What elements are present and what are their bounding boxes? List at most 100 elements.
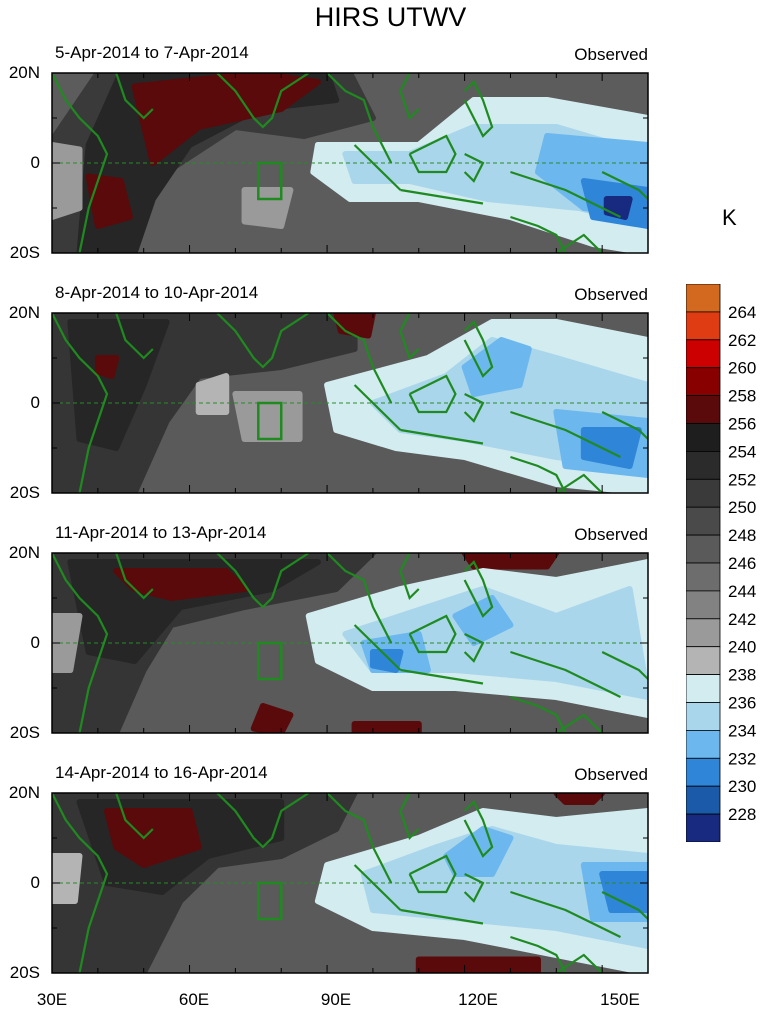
coastline <box>408 374 457 414</box>
utwv-contour-fill <box>461 553 560 570</box>
coastline <box>463 633 485 663</box>
colorbar-label: 254 <box>728 442 756 461</box>
lon-label-90e: 90E <box>320 990 352 1009</box>
coastline <box>326 73 393 164</box>
colorbar-swatch <box>686 562 721 592</box>
colorbar-label: 250 <box>728 498 756 517</box>
coastline <box>52 793 109 973</box>
utwv-contour-fill <box>250 703 294 733</box>
coastline <box>400 668 484 685</box>
utwv-contour-fill <box>232 391 303 442</box>
colorbar-label: 258 <box>728 387 756 406</box>
coastline <box>216 313 310 369</box>
colorbar: 264 262 260 258 256 254 252 250 248 246 244 242 240 2… <box>686 284 756 842</box>
lat-label-eq: 0 <box>30 633 40 652</box>
panel-observed-label: Observed <box>574 765 648 784</box>
colorbar-swatch <box>686 702 721 731</box>
coastline <box>510 170 621 218</box>
coastline <box>555 713 603 733</box>
coastline <box>326 313 393 404</box>
coastline <box>601 651 648 680</box>
utwv-contour-fill <box>52 853 83 904</box>
colorbar-label: 252 <box>728 470 756 489</box>
colorbar-swatch <box>686 590 721 620</box>
colorbar-swatch <box>686 646 721 676</box>
colorbar-unit: K <box>722 205 737 230</box>
lat-label-20s: 20S <box>9 963 40 982</box>
utwv-contour-fill <box>369 649 404 673</box>
colorbar-label: 256 <box>728 415 756 434</box>
colorbar-swatch <box>686 618 721 648</box>
coastline <box>399 553 420 601</box>
colorbar-label: 236 <box>728 694 756 713</box>
lat-label-20s: 20S <box>9 243 40 262</box>
utwv-contour-fill <box>415 956 541 973</box>
utwv-contour-fill <box>94 355 120 379</box>
utwv-contour-fill <box>452 595 514 646</box>
coastline <box>510 650 621 698</box>
panel-observed-label: Observed <box>574 45 648 64</box>
coastline <box>601 171 648 200</box>
region-box <box>257 881 283 921</box>
utwv-contour-fill <box>52 613 83 673</box>
colorbar-swatch <box>686 284 721 313</box>
lat-label-20n: 20N <box>8 783 40 802</box>
coastline <box>353 624 402 671</box>
utwv-contour-fill <box>351 721 422 733</box>
coastline <box>216 73 310 129</box>
coastline <box>463 800 494 858</box>
coastline <box>510 410 621 458</box>
colorbar-swatch <box>686 674 721 703</box>
coastline <box>601 891 648 920</box>
utwv-contour-fill <box>85 173 133 229</box>
colorbar-label: 262 <box>728 331 756 350</box>
region-box <box>257 401 283 441</box>
coastline <box>463 560 494 618</box>
coastline <box>408 134 457 174</box>
utwv-contour-fill <box>580 427 642 469</box>
colorbar-label: 232 <box>728 749 756 768</box>
coastline <box>510 890 621 938</box>
coastline <box>326 793 393 884</box>
utwv-contour-fill <box>553 793 606 805</box>
coastline <box>408 854 457 894</box>
coastline <box>52 553 109 733</box>
lon-label-60e: 60E <box>178 990 210 1009</box>
colorbar-label: 260 <box>728 359 756 378</box>
coastline <box>115 553 154 600</box>
colorbar-swatch <box>686 395 721 424</box>
utwv-contour-fill <box>195 373 230 415</box>
coastline <box>555 473 603 493</box>
colorbar-label: 230 <box>728 777 756 796</box>
colorbar-swatch <box>686 757 721 787</box>
utwv-contour-fill <box>67 319 170 451</box>
coastline <box>115 793 154 840</box>
colorbar-swatch <box>686 478 721 508</box>
coastline <box>399 793 420 841</box>
coastline <box>510 695 567 733</box>
region-box <box>257 641 283 681</box>
colorbar-swatch <box>686 506 721 536</box>
panel-observed-label: Observed <box>574 285 648 304</box>
coastline <box>353 144 402 191</box>
colorbar-swatch <box>686 423 721 452</box>
coastline <box>601 411 648 440</box>
colorbar-swatch <box>686 785 721 815</box>
panel-observed-label: Observed <box>574 525 648 544</box>
coastline <box>510 455 567 493</box>
coastline <box>400 428 484 445</box>
coastline <box>353 864 402 911</box>
colorbar-label: 234 <box>728 721 756 740</box>
coastline <box>115 313 154 360</box>
coastline <box>216 553 310 609</box>
colorbar-label: 246 <box>728 554 756 573</box>
lat-label-20n: 20N <box>8 303 40 322</box>
colorbar-label: 238 <box>728 666 756 685</box>
coastline <box>510 215 567 253</box>
coastline <box>52 313 109 493</box>
lat-label-20n: 20N <box>8 63 40 82</box>
lon-label-120e: 120E <box>458 990 498 1009</box>
coastline <box>463 80 494 138</box>
lon-label-150e: 150E <box>600 990 640 1009</box>
